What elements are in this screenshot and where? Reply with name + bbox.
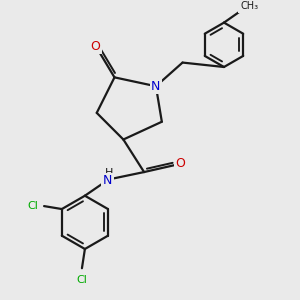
Text: N: N: [102, 174, 112, 188]
Text: CH₃: CH₃: [240, 1, 258, 11]
Text: Cl: Cl: [76, 275, 87, 285]
Text: N: N: [151, 80, 160, 93]
Text: H: H: [104, 168, 113, 178]
Text: O: O: [175, 157, 185, 170]
Text: O: O: [90, 40, 100, 53]
Text: Cl: Cl: [27, 201, 38, 211]
